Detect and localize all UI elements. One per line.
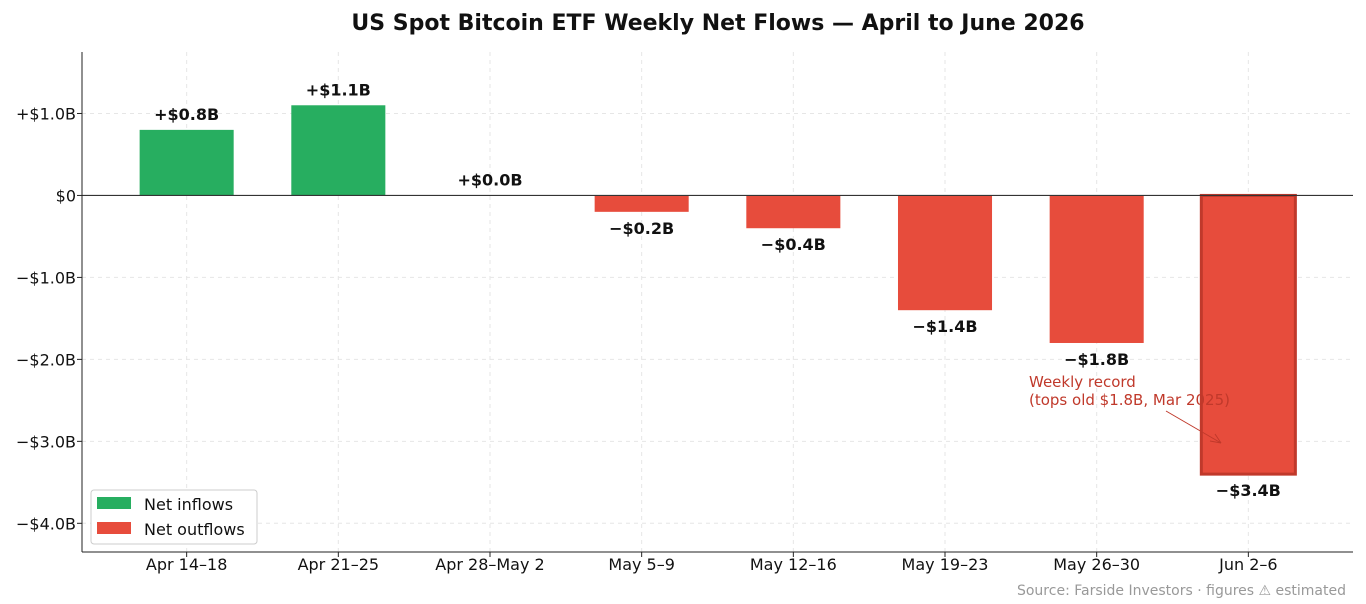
bar-4 (746, 195, 841, 229)
bar-7 (1199, 193, 1297, 476)
x-tick-label-0: Apr 14–18 (146, 555, 227, 574)
data-labels: +$0.8B +$1.1B +$0.0B −$0.2B −$0.4B −$1.4B −$1.… (154, 80, 1281, 500)
data-label-1: +$1.1B (306, 80, 371, 99)
x-tick-label-7: Jun 2–6 (1218, 555, 1277, 574)
legend-frame (90, 489, 258, 545)
axes (81, 52, 1353, 553)
legend-label-inflows: Net inflows (144, 495, 233, 514)
x-tick-label-6: May 26–30 (1053, 555, 1140, 574)
bars (139, 105, 1297, 476)
annotation: Weekly record (tops old $1.8B, Mar 2025) (1029, 373, 1230, 444)
grid-lines (82, 52, 1353, 552)
y-tick-label-4: −$3.0B (16, 432, 76, 451)
y-axis-ticks: +$1.0B $0 −$1.0B −$2.0B −$3.0B −$4.0B (16, 104, 82, 533)
legend-swatch-inflows (97, 497, 131, 509)
data-label-3: −$0.2B (609, 219, 674, 238)
y-tick-label-0: +$1.0B (16, 104, 76, 123)
chart-title: US Spot Bitcoin ETF Weekly Net Flows — A… (351, 11, 1084, 36)
bar-3 (594, 195, 689, 212)
y-tick-label-1: $0 (56, 186, 76, 205)
y-tick-label-3: −$2.0B (16, 350, 76, 369)
annotation-arrow (1165, 410, 1222, 444)
data-label-6: −$1.8B (1064, 350, 1129, 369)
data-label-4: −$0.4B (761, 235, 826, 254)
source-note: Source: Farside Investors · figures ⚠ es… (1017, 583, 1346, 599)
x-tick-label-1: Apr 21–25 (298, 555, 379, 574)
bar-1 (291, 105, 386, 196)
legend: Net inflows Net outflows (90, 489, 258, 545)
x-tick-label-5: May 19–23 (902, 555, 989, 574)
legend-swatch-outflows (97, 522, 131, 534)
bar-0 (139, 129, 234, 196)
data-label-2: +$0.0B (457, 170, 522, 189)
x-tick-label-3: May 5–9 (608, 555, 675, 574)
data-label-0: +$0.8B (154, 105, 219, 124)
bar-5 (897, 195, 993, 311)
data-label-5: −$1.4B (912, 317, 977, 336)
y-tick-label-5: −$4.0B (16, 514, 76, 533)
annotation-line-2: (tops old $1.8B, Mar 2025) (1029, 391, 1230, 409)
annotation-line-1: Weekly record (1029, 373, 1136, 391)
bar-6 (1049, 195, 1144, 343)
x-axis-ticks: Apr 14–18 Apr 21–25 Apr 28–May 2 May 5–9 May… (146, 552, 1278, 574)
data-label-7: −$3.4B (1216, 481, 1281, 500)
x-tick-label-4: May 12–16 (750, 555, 837, 574)
x-tick-label-2: Apr 28–May 2 (435, 555, 544, 574)
annotation-arrowhead (1209, 433, 1222, 444)
legend-label-outflows: Net outflows (144, 520, 245, 539)
y-tick-label-2: −$1.0B (16, 268, 76, 287)
